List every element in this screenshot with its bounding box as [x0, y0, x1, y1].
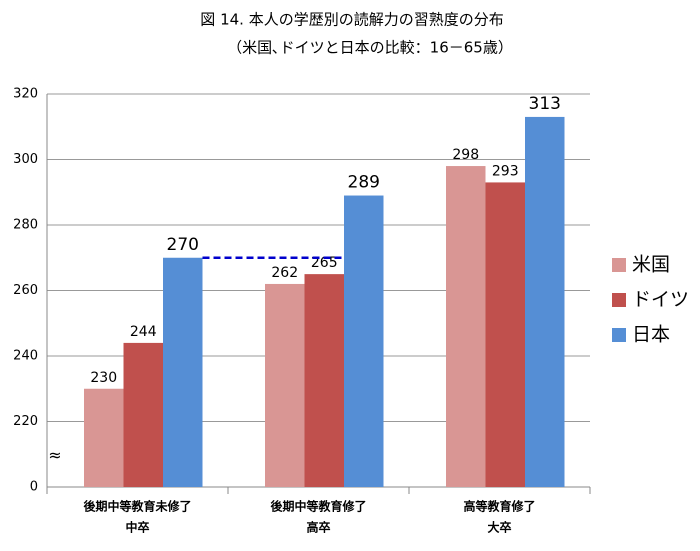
value-label: 265: [311, 255, 338, 271]
value-label: 293: [492, 163, 519, 179]
bar: [265, 283, 305, 487]
legend-label: 日本: [632, 324, 670, 346]
y-tick-label: 220: [13, 414, 38, 429]
bar: [344, 195, 384, 487]
value-label: 230: [90, 370, 117, 386]
y-tick-label: 240: [13, 349, 38, 364]
legend-swatch: [612, 293, 626, 307]
legend-swatch: [612, 328, 626, 342]
y-tick-label: 300: [13, 152, 38, 167]
legend-label: 米国: [632, 254, 670, 276]
y-origin-label: 0: [30, 480, 38, 495]
value-label: 244: [130, 324, 157, 340]
bar: [304, 274, 344, 487]
legend-label: ドイツ: [632, 289, 689, 311]
y-tick-label: 260: [13, 283, 38, 298]
bar: [446, 166, 486, 488]
x-tick-sublabel: 中卒: [125, 520, 149, 535]
axis-break: ≈: [48, 446, 61, 465]
y-tick-label: 320: [13, 87, 38, 102]
value-label: 298: [452, 147, 479, 163]
chart-subtitle: （米国､ドイツと日本の比較：16－65歳）: [227, 39, 513, 57]
bar: [485, 182, 525, 488]
value-label: 270: [167, 235, 199, 255]
bar: [163, 257, 203, 487]
chart-title: 図 14. 本人の学歴別の読解力の習熟度の分布: [200, 11, 503, 29]
y-tick-label: 280: [13, 218, 38, 233]
x-tick-label: 後期中等教育未修了: [83, 499, 191, 514]
x-tick-label: 高等教育修了: [463, 499, 535, 514]
value-label: 262: [271, 265, 298, 281]
value-label: 313: [529, 94, 561, 114]
bar: [525, 116, 565, 488]
value-label: 289: [348, 173, 380, 193]
x-tick-sublabel: 大卒: [487, 520, 511, 535]
x-tick-label: 後期中等教育修了: [270, 499, 366, 514]
x-tick-sublabel: 高卒: [306, 520, 330, 535]
bar: [84, 388, 124, 487]
legend-swatch: [612, 258, 626, 272]
bar: [123, 342, 163, 487]
